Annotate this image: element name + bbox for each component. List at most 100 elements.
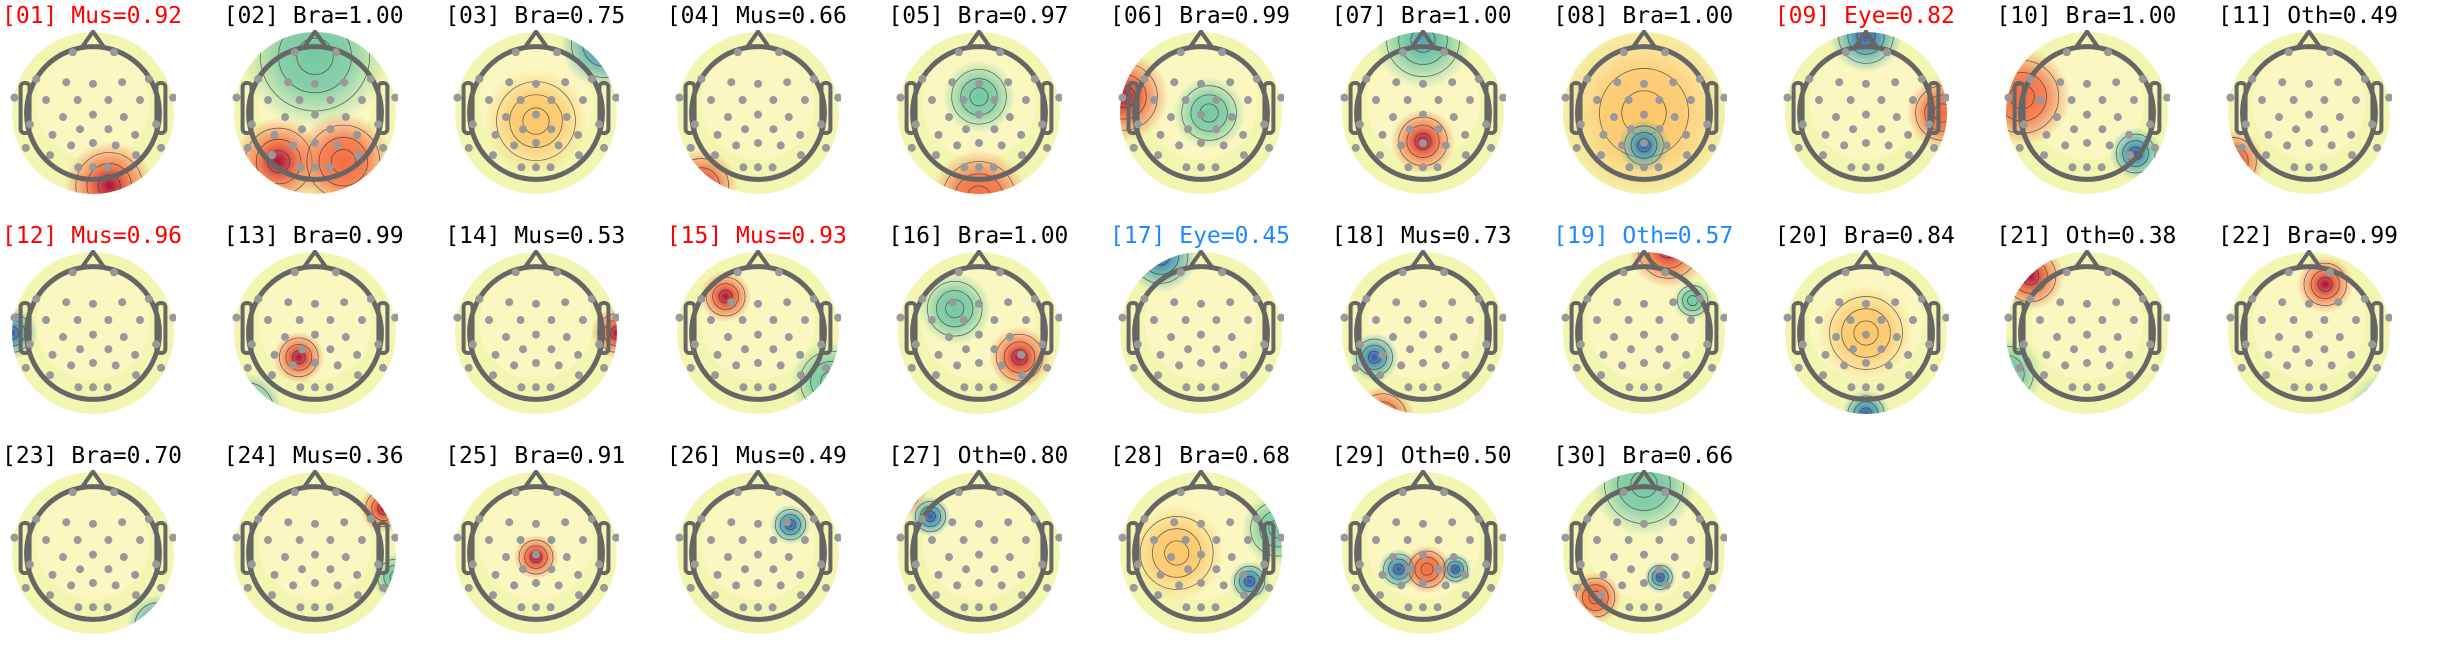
electrode-marker [68,268,77,277]
electrode-marker [2226,93,2235,102]
right-ear-outline [597,81,611,135]
component-13: [13] Bra=0.99 [222,220,444,440]
component-10: [10] Bra=1.00 [1994,0,2216,220]
electrode-marker [579,96,588,105]
electrode-marker [1624,536,1633,545]
component-12: [12] Mus=0.96 [0,220,222,440]
electrode-marker [1055,313,1063,322]
left-ear-outline [240,81,254,135]
electrode-marker [561,298,570,307]
contour-line [718,289,733,304]
electrode-marker [686,143,695,152]
left-ear-outline [2234,301,2248,355]
right-ear-outline [597,521,611,575]
electrode-marker [89,79,97,88]
component-17: [17] Eye=0.45 [1108,220,1330,440]
component-04: [04] Mus=0.66 [665,0,887,220]
electrode-marker [710,371,719,380]
electrode-marker [103,603,112,612]
electrode-marker [588,74,597,83]
electrode-marker [774,268,783,277]
head-outline [24,264,162,402]
electrode-marker [1848,125,1857,134]
electrode-marker [1017,350,1026,359]
electrode-marker [1405,345,1414,354]
topomap [453,30,620,194]
nose-outline [522,30,550,50]
component-18: [18] Mus=0.73 [1330,220,1552,440]
electrode-marker [1447,78,1456,87]
electrode-marker [1708,583,1717,592]
electrode-marker [232,533,241,542]
electrode-marker [2264,350,2273,359]
electrode-marker [2036,316,2045,325]
electrode-marker [753,110,762,119]
electrode-marker [2146,340,2155,349]
electrode-marker [1260,560,1269,569]
contour-line [774,509,806,541]
electrode-marker [333,581,342,590]
nose-outline [1187,470,1215,490]
electrode-marker [352,350,361,359]
electrode-marker [727,78,736,87]
electrode-marker [1561,313,1570,322]
electrode-marker [310,578,319,587]
electrode-marker [955,268,964,277]
electrode-marker [1252,514,1261,523]
electrode-marker [1682,570,1691,579]
electrode-marker [547,536,556,545]
electrode-marker [453,533,462,542]
electrode-marker [1861,299,1870,308]
electrode-marker [2385,93,2392,102]
contour-line [2367,391,2390,414]
electrode-marker [1361,514,1370,523]
component-title: [19] Oth=0.57 [1553,223,1734,249]
electrode-marker [1243,316,1252,325]
topomap [1561,30,1728,194]
electrode-marker [353,591,362,600]
electrode-marker [1929,363,1938,372]
electrode-marker [1351,583,1360,592]
electrode-marker [89,519,97,528]
left-ear-outline [461,521,475,575]
electrode-marker [1167,333,1176,342]
electrode-marker [247,560,256,569]
electrode-marker [574,130,583,139]
electrode-marker [295,316,304,325]
electrode-marker [1378,350,1387,359]
contour-line [2378,402,2390,414]
electrode-marker [2292,125,2301,134]
electrode-marker [1640,578,1649,587]
electrode-marker [378,143,387,152]
contour-line [278,337,319,378]
component-30: [30] Bra=0.66 [1551,440,1773,660]
electrode-marker [1884,361,1893,370]
head-outline [1353,484,1492,622]
electrode-marker [1655,316,1664,325]
electrode-marker [89,603,97,612]
electrode-marker [517,603,526,612]
electrode-marker [243,143,252,152]
electrode-marker [1211,603,1220,612]
electrode-marker [1418,519,1427,528]
electrode-marker [1821,350,1830,359]
component-15: [15] Mus=0.93 [665,220,887,440]
electrode-marker [1418,383,1427,392]
electrode-marker [67,581,76,590]
electrode-marker [2056,298,2065,307]
electrode-marker [960,603,969,612]
electrode-marker [1175,361,1184,370]
electrode-marker [2016,363,2025,372]
electrode-marker [1004,78,1013,87]
electrode-marker [776,361,785,370]
electrode-marker [953,361,962,370]
electrode-marker [1835,298,1844,307]
electrode-marker [1696,74,1705,83]
electrode-marker [2036,96,2045,105]
electrode-marker [1239,570,1248,579]
electrode-marker [1265,363,1274,372]
electrode-marker [366,514,375,523]
electrode-marker [73,536,82,545]
topomap [675,30,841,194]
right-ear-outline [376,521,390,575]
